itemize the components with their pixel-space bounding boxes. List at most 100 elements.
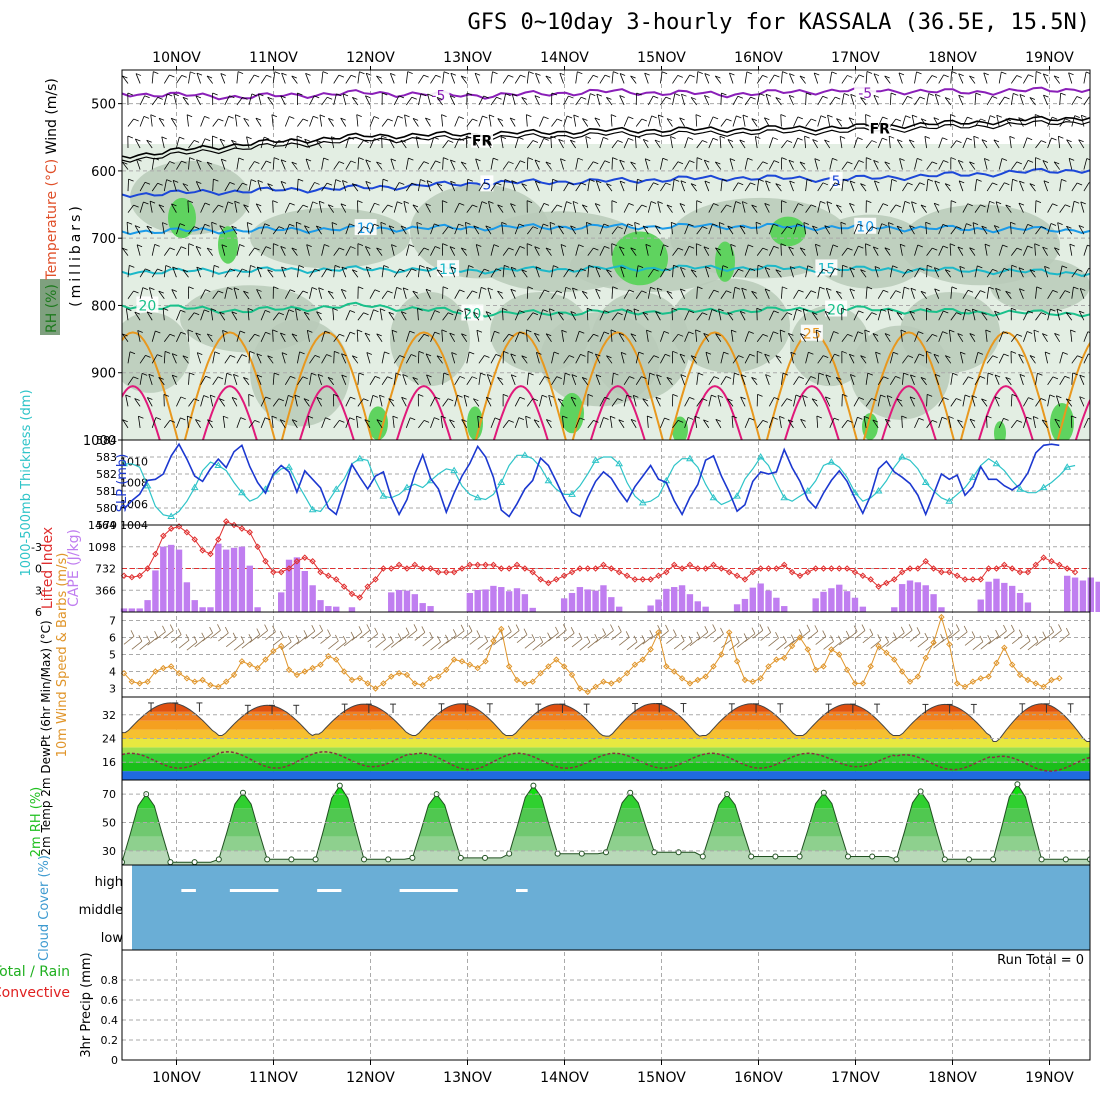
wind-barb xyxy=(1010,420,1018,429)
wind-barb-flag xyxy=(901,415,907,419)
wind-barb-flag xyxy=(196,72,203,76)
wind-barb-flag xyxy=(278,312,284,316)
wind-barb-flag xyxy=(882,203,889,207)
wind-barb-flag xyxy=(205,289,211,293)
wind-barb-flag xyxy=(945,355,951,358)
wind-barb xyxy=(660,244,664,256)
wind-barb-flag xyxy=(604,396,610,400)
wind-barb-flag xyxy=(764,288,771,292)
precip-ylabel: 3hr Precip (mm) xyxy=(79,952,94,1057)
wind-barb-flag xyxy=(603,223,609,227)
wind-barb xyxy=(714,75,722,84)
wind-speed-marker xyxy=(851,680,859,687)
wind-barb-flag xyxy=(488,201,494,204)
wind-barb-flag xyxy=(762,333,768,337)
wind-barb xyxy=(351,269,359,278)
wind-barb-flag xyxy=(1037,372,1043,376)
wind-barb xyxy=(478,201,483,213)
wind-barb xyxy=(623,116,629,127)
wind-barb xyxy=(1047,394,1051,407)
wind-barb-flag xyxy=(882,116,888,120)
surface-wind-barb-flag xyxy=(232,632,237,639)
precip-tick-label: 0.8 xyxy=(101,974,119,987)
wind-barb xyxy=(551,265,554,278)
wind-barb-flag xyxy=(881,308,887,312)
wind-barb-flag xyxy=(292,419,298,423)
wind-barb-flag xyxy=(1036,286,1042,290)
wind-barb xyxy=(572,287,577,299)
wind-barb-flag xyxy=(570,396,577,400)
surface-wind-barb xyxy=(446,635,457,644)
wind-barb-flag xyxy=(985,329,991,333)
surface-wind-barb-flag xyxy=(452,629,457,636)
wind-speed-marker xyxy=(340,668,348,675)
lifted-marker xyxy=(560,572,568,579)
wind-barb-flag xyxy=(702,312,708,316)
wind-barb xyxy=(670,136,673,149)
wind-barb xyxy=(466,118,473,127)
wind-barb xyxy=(412,290,419,299)
wind-barb-flag xyxy=(181,246,187,250)
wind-barb-flag xyxy=(726,118,732,122)
wind-barb xyxy=(811,312,819,321)
wind-barb xyxy=(563,268,570,278)
wind-barb-flag xyxy=(459,376,465,379)
surface-wind-barb-flag xyxy=(256,628,261,635)
wind-barb-flag xyxy=(294,394,301,398)
wind-barb xyxy=(321,354,327,364)
wind-barb-flag xyxy=(604,245,610,249)
wind-barb xyxy=(1071,115,1076,127)
surface-wind-barb-flag xyxy=(877,634,882,641)
wind-barb-flag xyxy=(508,247,514,251)
rh2m-marker xyxy=(506,850,513,857)
wind-barb xyxy=(356,329,359,342)
wind-barb xyxy=(449,419,456,429)
wind-barb xyxy=(281,352,286,364)
wind-barb xyxy=(405,354,412,364)
wind-barb xyxy=(381,204,389,213)
wind-barb xyxy=(561,330,564,342)
lifted-marker xyxy=(325,572,332,579)
wind-barb xyxy=(321,268,328,278)
thickness-marker xyxy=(898,453,907,460)
wind-barb xyxy=(926,334,933,343)
wind-barb-flag xyxy=(644,72,650,76)
lifted-marker xyxy=(702,565,709,572)
wind-barb-flag xyxy=(715,333,721,337)
wind-barb-flag xyxy=(447,398,454,402)
wind-barb-flag xyxy=(595,288,601,292)
wind-barb-flag xyxy=(627,223,634,227)
wind-barb xyxy=(545,333,552,343)
cloud-ylabel: Cloud Cover (%) xyxy=(37,855,52,961)
wind-barb-flag xyxy=(307,329,313,333)
wind-barb xyxy=(267,97,274,106)
rh2m-marker xyxy=(941,856,948,863)
temperature-band xyxy=(122,753,1090,763)
wind-barb-flag xyxy=(680,288,686,292)
wind-barb-flag xyxy=(790,351,796,355)
wind-barb-flag xyxy=(995,287,1001,291)
cape-bar xyxy=(348,607,356,612)
top-date-label: 17NOV xyxy=(831,50,880,66)
isotherm-label: 5 xyxy=(482,177,491,193)
wind-barb-flag xyxy=(814,158,820,161)
wind-tick-label: 6 xyxy=(109,632,116,645)
wind-barb-flag xyxy=(363,312,369,316)
wind-tick-label: 3 xyxy=(109,683,116,696)
wind-barb xyxy=(575,71,578,84)
wind-barb-flag xyxy=(281,72,287,76)
wind-barb xyxy=(1023,310,1029,321)
wind-barb-flag xyxy=(266,74,272,78)
wind-barb xyxy=(727,312,734,321)
wind-barb xyxy=(539,138,545,149)
wind-barb xyxy=(562,416,564,428)
wind-barb-flag xyxy=(956,226,962,230)
wind-speed-marker xyxy=(1001,644,1008,651)
isotherm-label-bg xyxy=(854,217,877,234)
wind-barb-flag xyxy=(932,420,938,423)
wind-barb-flag xyxy=(765,180,771,184)
wind-barb xyxy=(1083,331,1089,342)
surface-wind-barb-flag xyxy=(743,633,748,640)
surface-wind-barb-flag xyxy=(735,636,740,643)
wind-barb xyxy=(418,179,421,192)
